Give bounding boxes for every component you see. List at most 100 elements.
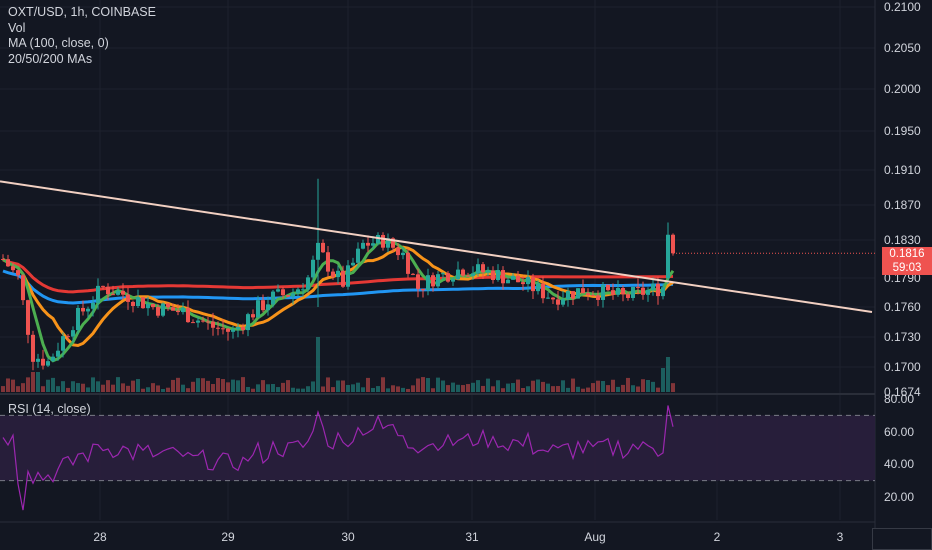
candle-body: [556, 299, 560, 305]
rsi-label[interactable]: RSI (14, close): [8, 402, 91, 416]
candle-body: [101, 285, 105, 287]
candle-body: [611, 290, 615, 295]
time-tick-label: Aug: [584, 530, 605, 544]
candle-body: [631, 286, 635, 298]
volume-bar: [446, 385, 450, 392]
trendline[interactable]: [0, 180, 875, 313]
candle-body: [81, 307, 85, 312]
volume-bar: [666, 357, 670, 392]
price-tick-label: 0.1760: [884, 300, 921, 314]
candle-body: [466, 275, 470, 277]
candle-body: [266, 304, 270, 311]
candle-body: [411, 273, 415, 275]
volume-bar: [471, 382, 475, 392]
price-tick-label: 0.2050: [884, 41, 921, 55]
candle-body: [66, 336, 70, 338]
volume-bar: [326, 377, 330, 392]
ma20-line: [2, 240, 675, 363]
volume-bar: [461, 385, 465, 392]
volume-bar: [591, 383, 595, 392]
candle-body: [146, 304, 150, 309]
time-tick-label: 31: [465, 530, 479, 544]
candle-body: [296, 289, 300, 294]
volume-bar: [626, 377, 630, 392]
candle-body: [546, 297, 550, 299]
candle-body: [616, 287, 620, 295]
rsi-tick-label: 60.00: [884, 425, 914, 439]
candle-body: [86, 308, 90, 312]
volume-bar: [421, 377, 425, 392]
volume-bar: [401, 387, 405, 392]
volume-bar: [601, 381, 605, 392]
candle-body: [351, 262, 355, 266]
candlesticks[interactable]: [1, 178, 675, 371]
volume-bar: [646, 379, 650, 392]
ma-label[interactable]: MA (100, close, 0): [8, 36, 109, 50]
candle-body: [591, 295, 595, 297]
volume-bar: [241, 377, 245, 392]
volume-bar: [261, 380, 265, 392]
volume-bar: [296, 388, 300, 392]
volume-bar: [111, 384, 115, 392]
candle-body: [186, 308, 190, 323]
candle-body: [526, 277, 530, 285]
candle-body: [606, 284, 610, 291]
price-tick-label: 0.1910: [884, 163, 921, 177]
volume-bar: [181, 384, 185, 392]
volume-bar: [131, 380, 135, 392]
volume-bar: [381, 377, 385, 392]
candle-body: [181, 308, 185, 313]
candle-body: [416, 274, 420, 289]
volume-bar: [371, 387, 375, 392]
candle-body: [116, 290, 120, 295]
candle-body: [371, 243, 375, 246]
candle-body: [451, 279, 455, 282]
volume-label[interactable]: Vol: [8, 20, 26, 35]
candle-body: [11, 266, 15, 271]
candle-body: [551, 297, 555, 300]
volume-bar: [151, 383, 155, 392]
candle-body: [286, 295, 290, 297]
volume-bar: [621, 384, 625, 392]
mas-label[interactable]: 20/50/200 MAs: [8, 51, 93, 66]
axis-corner[interactable]: [872, 528, 932, 550]
candle-body: [571, 291, 575, 299]
price-tick-label: 0.2000: [884, 82, 921, 96]
price-tick-label: 0.1674: [884, 385, 921, 399]
volume-bar: [61, 381, 65, 392]
volume-bar: [436, 377, 440, 392]
volume-bar: [366, 377, 370, 392]
symbol-label[interactable]: OXT/USD, 1h, COINBASE: [8, 5, 156, 19]
rsi-series: [2, 405, 674, 511]
time-tick-label: 28: [93, 530, 107, 544]
price-tick-label: 0.1730: [884, 330, 921, 344]
volume-bar: [656, 387, 660, 392]
volume-bar: [396, 386, 400, 392]
candle-body: [641, 287, 645, 295]
candle-body: [226, 328, 230, 332]
volume-bar: [106, 380, 110, 392]
candle-body: [491, 270, 495, 281]
candle-body: [436, 274, 440, 287]
volume-bar: [411, 385, 415, 392]
volume-bar: [266, 384, 270, 392]
volume-bar: [631, 385, 635, 392]
candle-body: [191, 322, 195, 324]
volume-bar: [96, 381, 100, 392]
candle-body: [391, 238, 395, 248]
rsi-tick-label: 40.00: [884, 457, 914, 471]
candle-body: [651, 283, 655, 290]
candle-body: [196, 320, 200, 323]
volume-bar: [46, 379, 50, 392]
volume-bar: [616, 386, 620, 392]
volume-bar: [521, 387, 525, 392]
volume-bar: [66, 387, 70, 392]
volume-bar: [281, 382, 285, 392]
volume-bar: [86, 387, 90, 392]
volume-bar: [81, 383, 85, 392]
candle-body: [96, 285, 100, 303]
candle-body: [6, 259, 10, 267]
candle-body: [456, 269, 460, 280]
candle-body: [476, 264, 480, 274]
